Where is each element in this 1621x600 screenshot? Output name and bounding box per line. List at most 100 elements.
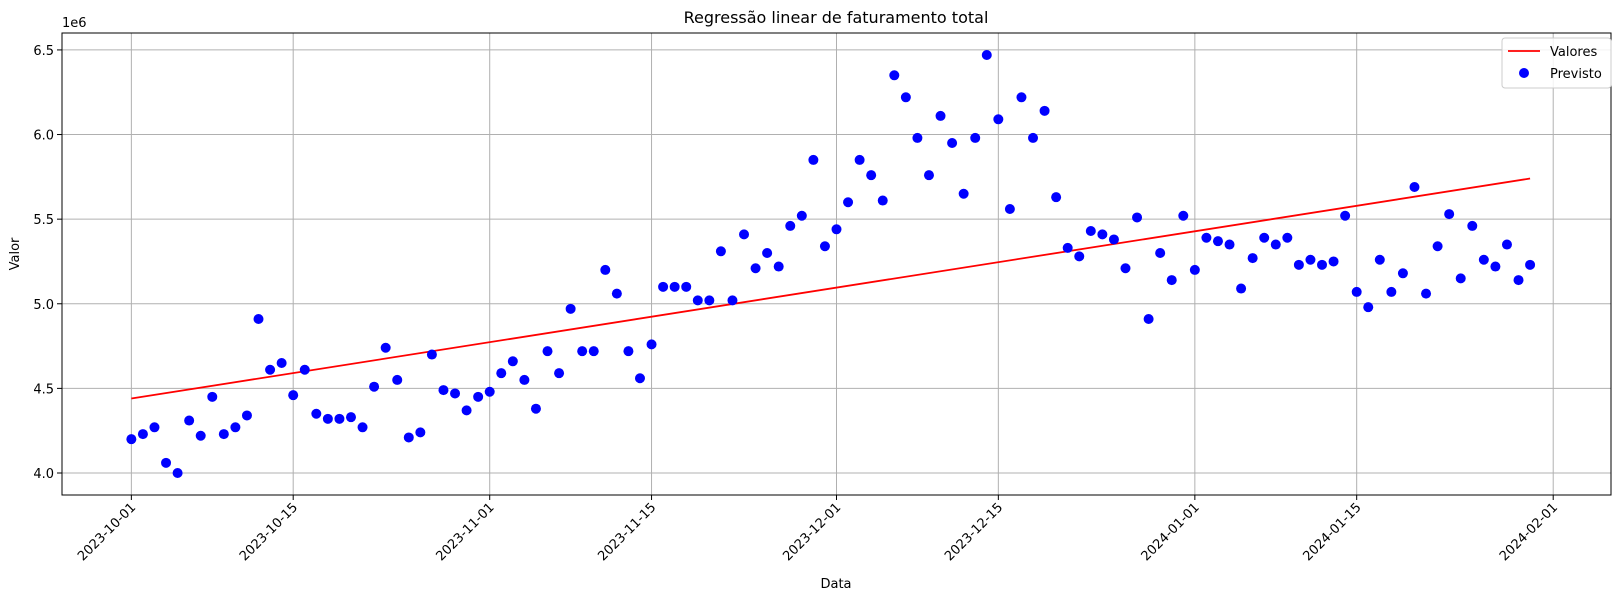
data-point <box>565 303 576 314</box>
data-point <box>785 220 796 231</box>
data-point <box>1004 204 1015 214</box>
data-point <box>634 373 645 384</box>
data-point <box>1039 105 1050 116</box>
data-point <box>357 422 368 433</box>
data-point <box>750 263 761 274</box>
data-point <box>1062 242 1073 253</box>
data-point <box>1108 234 1119 245</box>
data-point <box>1432 241 1443 252</box>
y-tick-label: 6.0 <box>33 129 54 144</box>
data-point <box>426 349 437 360</box>
data-point <box>1282 232 1293 243</box>
data-point <box>484 386 495 397</box>
data-point <box>970 132 981 143</box>
data-point <box>1155 248 1166 258</box>
data-point <box>1085 226 1096 236</box>
data-point <box>230 422 241 433</box>
data-point <box>1397 268 1408 279</box>
data-point <box>311 408 322 419</box>
data-point <box>773 261 784 272</box>
y-tick-label: 5.0 <box>33 298 54 313</box>
data-point <box>912 132 923 143</box>
data-point <box>1409 182 1420 192</box>
data-point <box>1293 259 1304 270</box>
regression-line <box>131 177 1531 400</box>
data-point <box>981 50 992 60</box>
legend-entry-valores: Previsto <box>1550 67 1602 82</box>
data-point <box>1386 286 1397 297</box>
data-point <box>1478 254 1489 265</box>
data-point <box>646 339 657 350</box>
data-point <box>149 422 160 433</box>
y-tick-label: 6.5 <box>33 44 54 59</box>
data-point <box>1455 273 1466 284</box>
data-point <box>1051 192 1062 203</box>
data-point <box>380 342 391 353</box>
y-axis-ticks: 4.0 4.5 5.0 5.5 6.0 6.5 <box>33 44 62 482</box>
y-tick-label: 5.5 <box>33 213 54 228</box>
data-point <box>1143 314 1154 324</box>
data-point <box>184 415 195 426</box>
x-tick-label: 2023-11-15 <box>595 500 659 564</box>
data-point <box>1525 259 1536 270</box>
data-point <box>1166 275 1177 286</box>
data-point <box>1351 286 1362 297</box>
data-point <box>241 410 252 421</box>
data-point <box>554 368 565 379</box>
x-tick-label: 2024-02-01 <box>1497 500 1561 564</box>
data-point <box>299 364 310 375</box>
data-point <box>392 374 403 385</box>
data-point <box>692 295 703 306</box>
legend-entry-previsto: Valores <box>1550 45 1597 60</box>
data-point <box>265 364 276 375</box>
data-point <box>796 210 807 221</box>
data-point <box>658 281 669 292</box>
data-point <box>369 381 380 392</box>
scatter-points-group <box>126 50 1536 478</box>
data-point <box>704 295 715 306</box>
x-tick-label: 2023-10-01 <box>75 500 139 564</box>
data-point <box>1224 239 1235 250</box>
x-tick-label: 2024-01-01 <box>1139 500 1203 564</box>
data-point <box>1374 254 1385 265</box>
data-point <box>588 346 599 357</box>
data-point <box>669 281 680 292</box>
data-point <box>577 346 588 357</box>
data-point <box>334 413 345 424</box>
data-point <box>507 356 518 367</box>
data-point <box>808 154 819 165</box>
data-point <box>854 154 865 165</box>
data-point <box>161 457 172 468</box>
data-point <box>207 391 218 402</box>
data-point <box>1363 302 1374 313</box>
data-point <box>1513 275 1524 286</box>
x-tick-label: 2023-11-01 <box>434 500 498 564</box>
data-point <box>1132 212 1143 223</box>
chart-title: Regressão linear de faturamento total <box>684 8 989 27</box>
data-point <box>542 346 553 357</box>
data-point <box>611 288 622 299</box>
x-tick-label: 2023-10-15 <box>237 500 301 564</box>
data-point <box>1421 288 1432 299</box>
data-point <box>1444 209 1455 220</box>
x-tick-label: 2023-12-01 <box>780 500 844 564</box>
data-point <box>1120 263 1131 274</box>
data-point <box>935 110 946 121</box>
legend: Valores Previsto <box>1501 37 1612 89</box>
data-point <box>137 429 148 440</box>
data-point <box>195 430 206 441</box>
data-point <box>727 295 738 306</box>
data-point <box>1328 256 1339 267</box>
data-point <box>762 248 773 258</box>
y-tick-label: 4.5 <box>33 382 54 397</box>
data-point <box>715 246 726 257</box>
data-point <box>923 170 934 181</box>
data-point <box>1097 229 1108 240</box>
data-point <box>843 197 854 208</box>
x-axis-label: Data <box>820 577 851 592</box>
data-point <box>345 412 356 423</box>
data-point <box>1490 261 1501 272</box>
data-point <box>889 70 900 81</box>
data-point <box>473 391 484 402</box>
